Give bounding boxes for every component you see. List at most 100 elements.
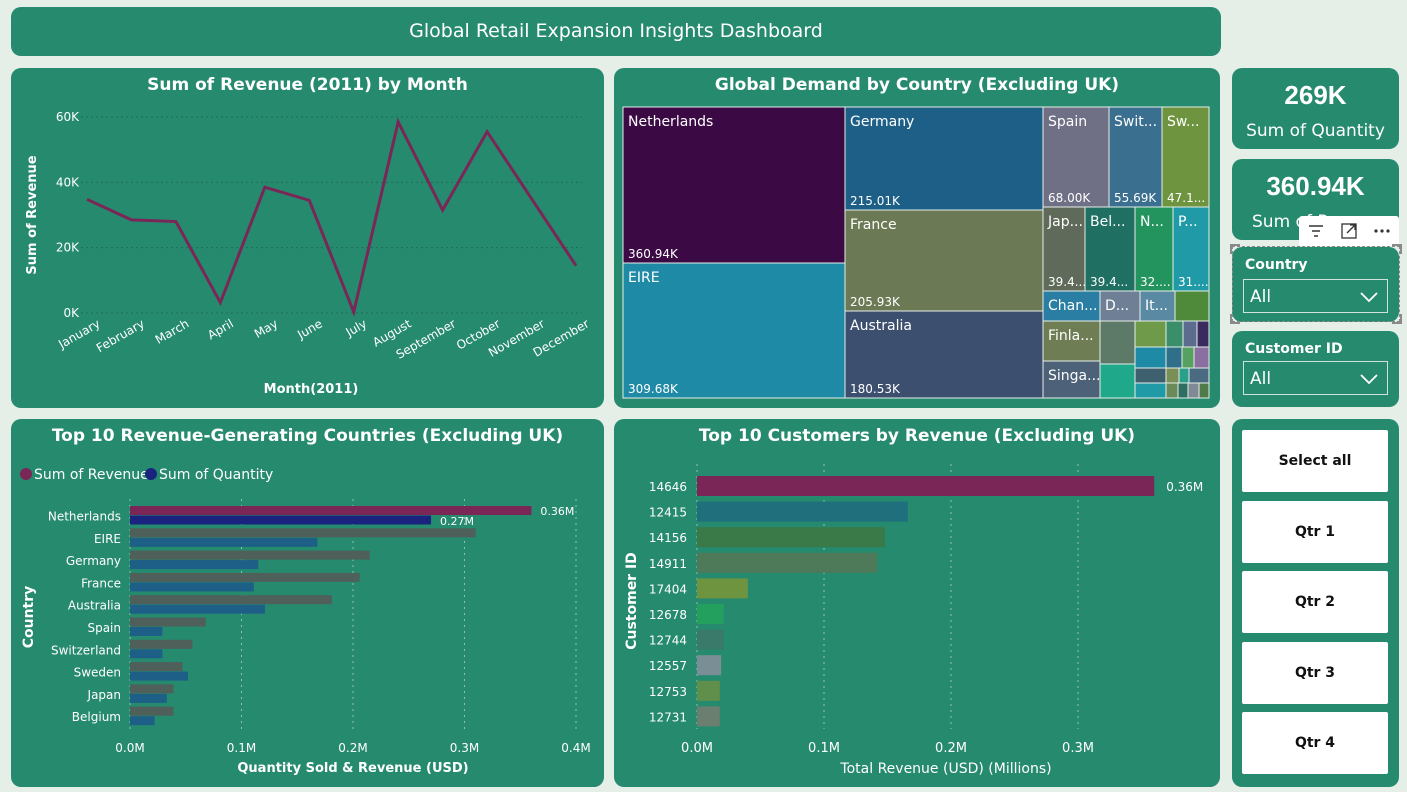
customer-revenue-bar — [697, 655, 722, 676]
revenue-by-month-panel: Sum of Revenue (2011) by Month 0K 20K 40K 6… — [11, 68, 604, 408]
corner-handle[interactable] — [1230, 244, 1240, 254]
customer-revenue-bar — [697, 527, 885, 548]
x-tick-label: February — [94, 316, 147, 355]
qtr-3-button[interactable]: Qtr 3 — [1242, 642, 1388, 704]
customer-revenue-bar — [697, 476, 1155, 496]
treemap-cell-label: N... — [1140, 214, 1164, 230]
customer-slicer-label: Customer ID — [1245, 341, 1343, 357]
y-tick-label: 17404 — [649, 582, 687, 596]
qtr-2-button[interactable]: Qtr 2 — [1242, 571, 1388, 633]
customers-chart-title: Top 10 Customers by Revenue (Excluding U… — [698, 426, 1136, 446]
more-options-icon[interactable] — [1372, 221, 1392, 241]
filter-icon[interactable] — [1306, 221, 1326, 241]
treemap-cell-label: Sw... — [1167, 114, 1199, 130]
corner-handle[interactable] — [1392, 244, 1402, 254]
qtr-1-button[interactable]: Qtr 1 — [1242, 501, 1388, 563]
y-tick-label: 12753 — [649, 685, 687, 699]
legend-quantity-marker — [145, 468, 157, 480]
revenue-bar — [130, 528, 476, 538]
treemap-cell-value: 215.01K — [850, 194, 901, 208]
quantity-bar — [130, 515, 432, 525]
treemap-cell-label: Spain — [1048, 114, 1087, 130]
customer-revenue-bar — [697, 578, 748, 599]
data-label: 0.36M — [540, 505, 574, 518]
kpi-revenue-value: 360.94K — [1266, 171, 1365, 201]
country-dropdown-value: All — [1250, 287, 1272, 307]
treemap-cell-label: Bel... — [1090, 214, 1125, 230]
quantity-bar — [130, 627, 163, 636]
treemap-cell-minor — [1187, 382, 1200, 399]
quantity-bar — [130, 560, 259, 570]
treemap-cell-minor — [1188, 367, 1210, 384]
treemap-cell-minor — [1181, 346, 1195, 369]
treemap-cell-minor — [1134, 346, 1167, 369]
quantity-bar — [130, 537, 318, 547]
quarter-slicer: Select all Qtr 1 Qtr 2 Qtr 3 Qtr 4 — [1232, 419, 1399, 787]
x-tick-label: June — [294, 316, 325, 342]
treemap-cell — [1139, 290, 1176, 322]
revenue-bar — [130, 595, 332, 605]
treemap-cell-value: 55.69K — [1114, 191, 1157, 205]
corner-handle[interactable] — [1392, 314, 1402, 324]
treemap-cell-label: Australia — [850, 318, 912, 334]
treemap-cell-value: 31.... — [1178, 275, 1209, 289]
country-slicer: Country All — [1232, 247, 1399, 322]
select-all-button[interactable]: Select all — [1242, 430, 1388, 492]
corner-handle[interactable] — [1230, 314, 1240, 324]
treemap-cell — [1042, 206, 1086, 292]
treemap-cell — [1099, 290, 1141, 322]
treemap-cell-value: 360.94K — [628, 247, 679, 261]
treemap-cell — [844, 106, 1044, 211]
treemap-cell-minor — [1193, 346, 1210, 369]
treemap-cell-value: 180.53K — [850, 382, 901, 396]
quantity-bar — [130, 582, 254, 592]
country-dropdown[interactable]: All — [1243, 279, 1388, 313]
treemap-cell — [1084, 206, 1136, 292]
treemap-cell-label: D... — [1105, 298, 1129, 314]
quantity-bar — [130, 716, 155, 726]
y-axis-title: Country — [21, 586, 37, 649]
treemap-cell-label: Swit... — [1114, 114, 1157, 130]
title-banner: Global Retail Expansion Insights Dashboa… — [11, 7, 1221, 56]
customer-revenue-bar — [697, 680, 720, 701]
legend-revenue-label: Sum of Revenue — [34, 467, 149, 483]
x-tick-label: 0.3M — [1062, 741, 1094, 756]
x-tick-label: March — [153, 316, 192, 346]
y-tick-label: 14911 — [649, 557, 687, 571]
treemap-title: Global Demand by Country (Excluding UK) — [714, 75, 1120, 95]
treemap-cell — [844, 310, 1044, 399]
y-tick-label: EIRE — [94, 532, 121, 546]
treemap-cell-value: 39.4... — [1090, 275, 1128, 289]
revenue-bar — [130, 617, 206, 627]
treemap-cell-value: 47.1... — [1167, 191, 1205, 205]
data-label: 0.27M — [440, 515, 474, 528]
quantity-bar — [130, 649, 163, 659]
country-treemap: Netherlands 360.94K EIRE 309.68K Germany 215.… — [622, 106, 1210, 399]
y-tick-label: Germany — [66, 554, 121, 568]
treemap-cell — [1042, 360, 1101, 399]
x-tick-label: 0.2M — [935, 741, 967, 756]
top-countries-panel: Top 10 Revenue-Generating Countries (Exc… — [11, 419, 604, 787]
y-tick-label: 12731 — [649, 710, 687, 724]
customers-bar-chart: 0.0M 0.1M 0.2M 0.3M 14646 12415 14156 14911 1740… — [624, 464, 1203, 777]
revenue-bar — [130, 684, 174, 694]
y-tick-label: 14156 — [649, 531, 687, 545]
revenue-bar — [130, 662, 183, 672]
dashboard-title: Global Retail Expansion Insights Dashboa… — [409, 20, 823, 42]
treemap-cell-label: Jap... — [1047, 214, 1083, 230]
treemap-cell — [622, 106, 846, 264]
y-tick-label: Belgium — [72, 710, 121, 724]
y-tick-label: 20K — [56, 241, 80, 255]
treemap-cell — [1161, 106, 1210, 208]
qtr-4-button[interactable]: Qtr 4 — [1242, 712, 1388, 774]
quantity-bar — [130, 671, 188, 681]
revenue-bar — [130, 506, 532, 515]
y-tick-label: Sweden — [74, 666, 121, 680]
treemap-cell-label: EIRE — [628, 270, 660, 286]
customer-dropdown[interactable]: All — [1243, 361, 1388, 395]
focus-mode-icon[interactable] — [1339, 221, 1359, 241]
treemap-cell-minor — [1134, 320, 1167, 348]
revenue-bar — [130, 639, 193, 649]
y-tick-label: 60K — [56, 110, 80, 124]
